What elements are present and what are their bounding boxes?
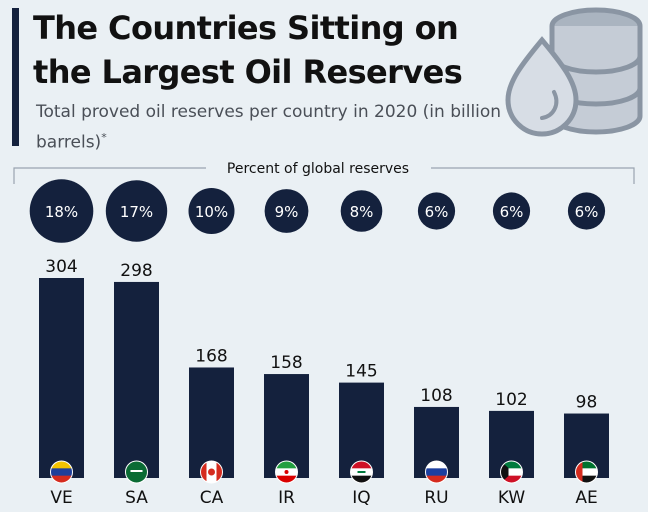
percent-label: 10% xyxy=(195,203,228,221)
x-tick-label: SA xyxy=(125,488,148,508)
value-label: 145 xyxy=(345,362,377,382)
percent-label: 17% xyxy=(120,203,153,221)
percent-bubble xyxy=(567,192,606,230)
x-tick-label: VE xyxy=(50,488,72,508)
value-label: 98 xyxy=(576,393,598,413)
subtitle-text: Total proved oil reserves per country in… xyxy=(36,102,502,153)
bars: 304 298 168 158 145 108 102 98 xyxy=(39,257,609,478)
flag-icons xyxy=(50,460,598,484)
chart-title: The Countries Sitting on the Largest Oil… xyxy=(33,9,463,91)
percent-label: 8% xyxy=(350,203,374,221)
flag-ve-icon xyxy=(50,460,73,484)
chart-subtitle: Total proved oil reserves per country in… xyxy=(36,100,506,156)
footnote-mark: * xyxy=(101,131,107,144)
x-axis-tick-labels: VE SA CA IR IQ RU KW AE xyxy=(50,488,597,508)
value-label: 304 xyxy=(45,257,77,277)
oil-drop-icon xyxy=(505,36,579,137)
bar xyxy=(114,281,159,478)
flag-iq-icon xyxy=(350,460,373,484)
x-tick-label: IR xyxy=(278,488,295,508)
percent-label: 9% xyxy=(275,203,299,221)
percent-bracket xyxy=(13,167,635,184)
x-tick-label: RU xyxy=(424,488,448,508)
title-accent-bar xyxy=(12,8,19,146)
value-label: 108 xyxy=(420,386,452,406)
percent-bubble xyxy=(340,190,383,232)
flag-ir-icon xyxy=(275,460,298,484)
percent-bracket-line xyxy=(13,167,635,184)
flag-sa-icon xyxy=(125,460,148,484)
percent-bubble xyxy=(417,192,456,230)
flag-ca-icon xyxy=(200,460,223,484)
percent-label: 18% xyxy=(45,203,78,221)
percent-bubbles: 18% 17% 10% 9% 8% 6% 6% 6% xyxy=(29,179,606,243)
percent-bracket-title: Percent of global reserves xyxy=(227,161,409,177)
percent-label: 6% xyxy=(500,203,524,221)
percent-label: 6% xyxy=(575,203,599,221)
oil-barrel-icon xyxy=(505,7,643,137)
flag-ae-icon xyxy=(575,460,598,484)
bar xyxy=(189,367,234,478)
percent-bubble xyxy=(264,189,309,233)
x-tick-label: CA xyxy=(200,488,224,508)
flag-kw-icon xyxy=(500,460,523,484)
x-tick-label: IQ xyxy=(352,488,370,508)
value-label: 298 xyxy=(120,261,152,281)
value-label: 168 xyxy=(195,346,227,366)
value-label: 102 xyxy=(495,390,527,410)
percent-bubble xyxy=(29,179,94,243)
percent-bubble xyxy=(105,180,168,242)
percent-bubble xyxy=(188,188,235,234)
percent-label: 6% xyxy=(425,203,449,221)
x-tick-label: AE xyxy=(575,488,597,508)
value-label: 158 xyxy=(270,353,302,373)
flag-ru-icon xyxy=(425,460,448,484)
x-tick-label: KW xyxy=(498,488,526,508)
bar xyxy=(39,278,84,478)
percent-bubble xyxy=(492,192,531,230)
